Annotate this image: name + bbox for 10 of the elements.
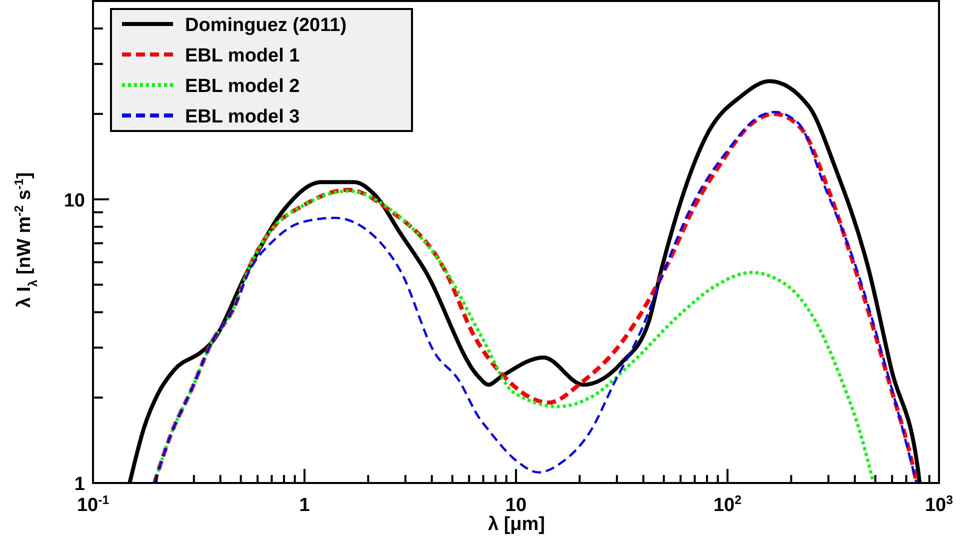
x-tick-label: 10$^{3}$	[924, 493, 954, 516]
x-axis-title: λ [μm]	[488, 514, 545, 535]
legend-label: EBL model 3	[185, 106, 300, 128]
legend-label: EBL model 2	[185, 76, 300, 97]
legend-label: Dominguez (2011)	[185, 15, 347, 36]
x-tick-label: 10$^{2}$	[713, 493, 742, 516]
x-tick-label: 10$^{-1}$	[76, 493, 110, 516]
legend-label: EBL model 1	[185, 46, 300, 66]
x-tick-label: 10	[505, 495, 527, 516]
x-tick-label: 1	[299, 495, 310, 516]
